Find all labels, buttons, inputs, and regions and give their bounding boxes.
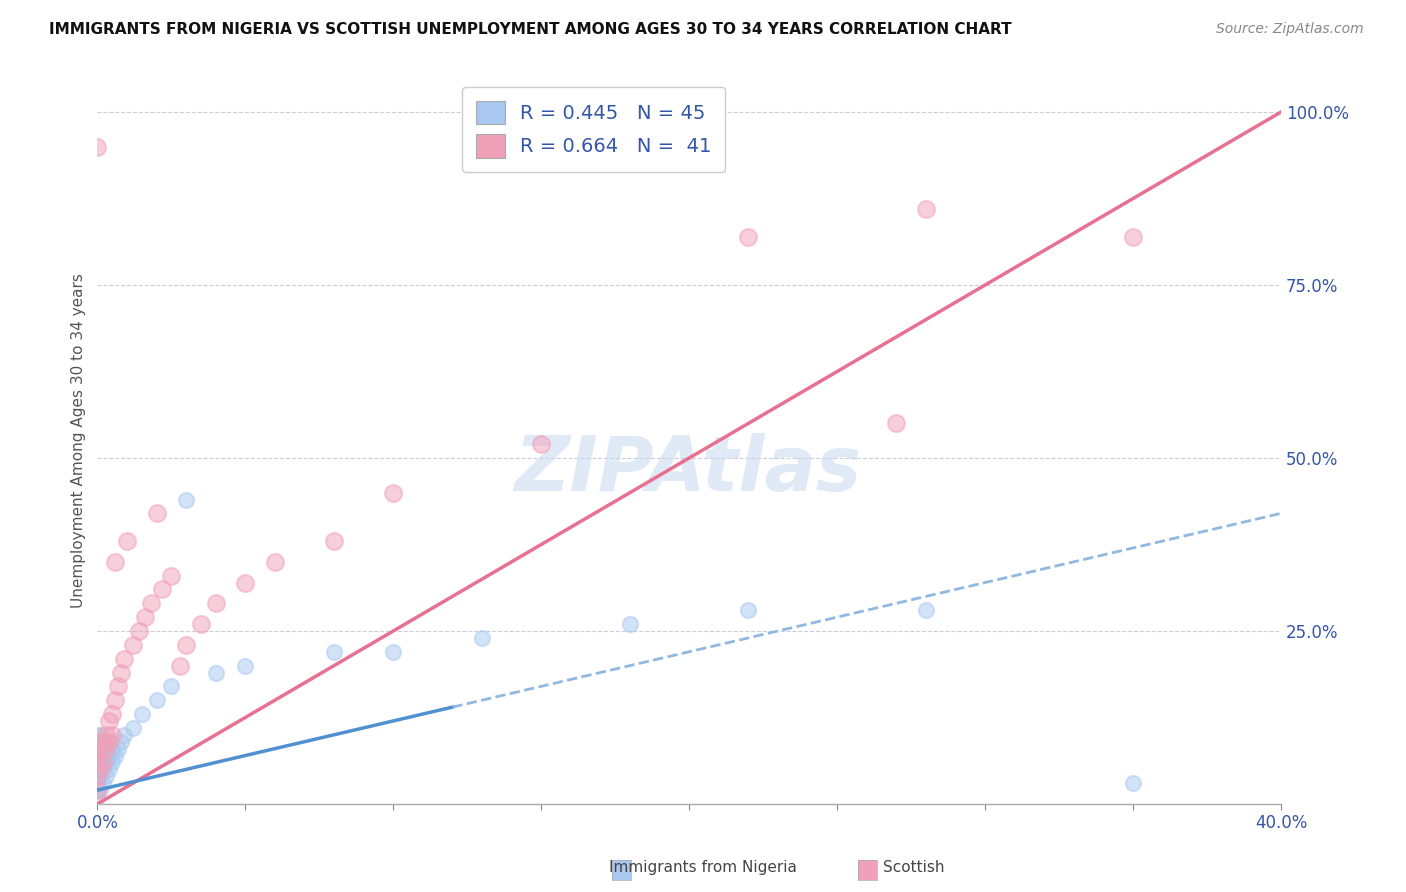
Point xyxy=(98,763,121,777)
Point xyxy=(91,756,114,770)
Point xyxy=(98,714,121,728)
Point xyxy=(204,596,226,610)
Point xyxy=(98,748,121,763)
Point xyxy=(89,756,111,770)
Point xyxy=(1122,776,1144,790)
Point xyxy=(884,417,907,431)
Point xyxy=(96,741,118,756)
Point xyxy=(382,645,405,659)
Point xyxy=(86,748,108,763)
Point xyxy=(101,706,124,721)
Point xyxy=(86,756,108,770)
Point xyxy=(737,603,759,617)
Point xyxy=(89,769,111,783)
Text: Scottish: Scottish xyxy=(883,861,945,875)
Point xyxy=(104,748,127,763)
Point xyxy=(619,617,641,632)
Point xyxy=(86,783,108,797)
Point xyxy=(112,651,135,665)
Text: Source: ZipAtlas.com: Source: ZipAtlas.com xyxy=(1216,22,1364,37)
Point xyxy=(131,706,153,721)
Point xyxy=(160,679,183,693)
Point xyxy=(107,741,129,756)
Point xyxy=(471,631,494,645)
Point xyxy=(101,728,124,742)
Point xyxy=(145,507,167,521)
Point xyxy=(104,693,127,707)
Point xyxy=(89,783,111,797)
Point xyxy=(1122,229,1144,244)
Point xyxy=(104,555,127,569)
Point xyxy=(86,763,108,777)
Point xyxy=(174,638,197,652)
Point xyxy=(110,735,132,749)
Point xyxy=(86,783,108,797)
Point xyxy=(101,756,124,770)
Point xyxy=(86,728,108,742)
Y-axis label: Unemployment Among Ages 30 to 34 years: Unemployment Among Ages 30 to 34 years xyxy=(72,273,86,608)
Point xyxy=(115,534,138,549)
Point xyxy=(190,617,212,632)
Point xyxy=(121,721,143,735)
Point xyxy=(233,575,256,590)
Point xyxy=(107,679,129,693)
Point xyxy=(323,534,346,549)
Point xyxy=(89,741,111,756)
Point xyxy=(134,610,156,624)
Point xyxy=(128,624,150,638)
Point xyxy=(86,790,108,805)
Point xyxy=(91,748,114,763)
Text: ZIPAtlas: ZIPAtlas xyxy=(516,433,863,507)
Point xyxy=(86,769,108,783)
Point xyxy=(96,741,118,756)
Point xyxy=(91,735,114,749)
Point xyxy=(86,139,108,153)
Point xyxy=(86,776,108,790)
Point xyxy=(86,735,108,749)
Point xyxy=(204,665,226,680)
Point xyxy=(89,763,111,777)
Point xyxy=(101,741,124,756)
Point xyxy=(110,665,132,680)
Point xyxy=(98,735,121,749)
Point xyxy=(86,741,108,756)
Point xyxy=(91,776,114,790)
Point xyxy=(145,693,167,707)
Point xyxy=(160,568,183,582)
Legend: R = 0.445   N = 45, R = 0.664   N =  41: R = 0.445 N = 45, R = 0.664 N = 41 xyxy=(463,87,725,171)
Point xyxy=(96,756,118,770)
Point xyxy=(264,555,287,569)
Text: Immigrants from Nigeria: Immigrants from Nigeria xyxy=(609,861,797,875)
Point xyxy=(915,603,938,617)
Point xyxy=(169,658,191,673)
Point xyxy=(89,741,111,756)
Point xyxy=(86,769,108,783)
Point xyxy=(89,728,111,742)
Point xyxy=(121,638,143,652)
Point xyxy=(233,658,256,673)
Point xyxy=(98,735,121,749)
Point xyxy=(96,728,118,742)
Point xyxy=(86,741,108,756)
Point xyxy=(86,756,108,770)
Point xyxy=(152,582,174,597)
Point xyxy=(915,202,938,216)
Text: IMMIGRANTS FROM NIGERIA VS SCOTTISH UNEMPLOYMENT AMONG AGES 30 TO 34 YEARS CORRE: IMMIGRANTS FROM NIGERIA VS SCOTTISH UNEM… xyxy=(49,22,1012,37)
Point xyxy=(112,728,135,742)
Point xyxy=(737,229,759,244)
Point xyxy=(91,735,114,749)
Point xyxy=(174,492,197,507)
Point xyxy=(91,763,114,777)
Point xyxy=(323,645,346,659)
Point xyxy=(530,437,553,451)
Point xyxy=(139,596,162,610)
Point xyxy=(382,485,405,500)
Point xyxy=(96,769,118,783)
